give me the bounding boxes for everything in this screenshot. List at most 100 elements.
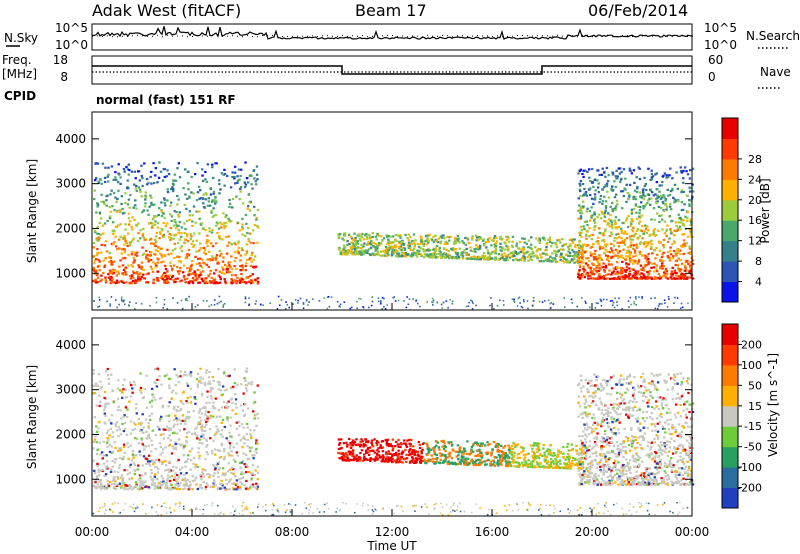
- range-time-cell: [591, 263, 595, 267]
- range-time-cell: [346, 249, 349, 252]
- range-time-cell: [95, 476, 99, 479]
- range-time-cell: [612, 267, 616, 270]
- range-time-cell: [165, 481, 169, 485]
- range-time-cell: [220, 406, 224, 409]
- range-time-cell: [646, 225, 649, 228]
- range-time-cell: [615, 199, 619, 202]
- range-time-cell: [154, 473, 157, 476]
- range-time-cell: [420, 237, 423, 240]
- range-time-cell: [671, 177, 674, 180]
- range-time-cell: [145, 437, 148, 440]
- range-time-cell: [238, 178, 241, 181]
- range-time-cell: [505, 256, 508, 259]
- range-time-cell: [119, 259, 122, 262]
- range-time-cell: [95, 281, 98, 284]
- range-time-cell: [479, 444, 482, 448]
- range-time-cell: [395, 249, 398, 252]
- range-time-cell: [137, 186, 141, 189]
- range-time-cell: [621, 239, 624, 242]
- range-time-cell: [233, 175, 236, 179]
- range-time-cell: [413, 252, 416, 255]
- range-time-cell: [170, 484, 173, 487]
- range-time-cell: [147, 444, 151, 447]
- range-time-cell: [107, 418, 111, 422]
- range-time-cell: [474, 459, 478, 462]
- range-time-cell: [108, 217, 112, 220]
- range-time-cell: [206, 382, 210, 385]
- range-time-cell: [108, 271, 111, 275]
- range-time-cell: [98, 404, 101, 408]
- range-time-cell: [610, 224, 614, 227]
- range-time-cell: [381, 308, 383, 310]
- range-time-cell: [371, 252, 375, 255]
- range-time-cell: [245, 222, 248, 225]
- range-time-cell: [597, 269, 601, 273]
- range-time-cell: [644, 182, 648, 186]
- range-time-cell: [210, 200, 214, 204]
- range-time-cell: [686, 217, 689, 220]
- range-time-cell: [532, 300, 535, 302]
- range-time-cell: [173, 256, 176, 260]
- range-time-cell: [132, 276, 135, 279]
- range-time-cell: [200, 426, 203, 429]
- range-time-cell: [188, 450, 192, 453]
- range-time-cell: [209, 390, 212, 393]
- range-time-cell: [535, 448, 539, 451]
- range-time-cell: [434, 256, 438, 259]
- range-time-cell: [127, 223, 131, 226]
- range-time-cell: [153, 461, 157, 464]
- range-time-cell: [236, 249, 240, 252]
- range-time-cell: [246, 207, 249, 210]
- range-time-cell: [572, 250, 575, 253]
- range-time-cell: [623, 238, 627, 242]
- range-time-cell: [371, 296, 374, 298]
- range-time-cell: [471, 235, 474, 238]
- range-time-cell: [200, 425, 204, 428]
- range-time-cell: [149, 265, 153, 268]
- range-time-cell: [402, 254, 406, 258]
- range-time-cell: [176, 255, 179, 258]
- range-time-cell: [157, 482, 160, 485]
- range-time-cell: [191, 240, 195, 243]
- range-time-cell: [380, 235, 383, 238]
- range-time-cell: [235, 421, 238, 424]
- range-time-cell: [311, 298, 314, 301]
- range-time-cell: [668, 174, 671, 177]
- range-time-cell: [154, 398, 157, 401]
- range-time-cell: [239, 404, 243, 407]
- range-time-cell: [337, 233, 340, 236]
- range-time-cell: [213, 434, 217, 437]
- range-time-cell: [424, 240, 427, 243]
- range-time-cell: [634, 276, 637, 280]
- range-time-cell: [374, 235, 378, 238]
- range-time-cell: [144, 191, 147, 194]
- range-time-cell: [554, 242, 557, 245]
- range-time-cell: [163, 216, 166, 219]
- range-time-cell: [387, 234, 390, 238]
- range-time-cell: [419, 242, 423, 245]
- range-time-cell: [649, 233, 652, 236]
- range-time-cell: [201, 468, 205, 471]
- range-time-cell: [186, 254, 189, 257]
- range-time-cell: [653, 270, 656, 273]
- range-time-cell: [210, 304, 213, 306]
- frequency-step-line: [92, 65, 692, 75]
- range-time-cell: [582, 169, 585, 172]
- range-time-cell: [519, 250, 522, 254]
- range-time-cell: [179, 468, 182, 471]
- range-time-cell: [158, 375, 161, 378]
- range-time-cell: [645, 231, 649, 235]
- range-time-cell: [175, 210, 178, 214]
- range-time-cell: [640, 272, 643, 275]
- range-time-cell: [178, 488, 181, 491]
- range-time-cell: [204, 228, 207, 232]
- range-time-cell: [177, 476, 181, 479]
- range-time-cell: [497, 453, 501, 457]
- range-time-cell: [246, 444, 249, 448]
- range-time-cell: [228, 263, 231, 267]
- range-time-cell: [655, 172, 659, 175]
- range-time-cell: [690, 221, 693, 224]
- range-time-cell: [463, 448, 466, 451]
- range-time-cell: [434, 234, 437, 237]
- range-time-cell: [682, 181, 685, 184]
